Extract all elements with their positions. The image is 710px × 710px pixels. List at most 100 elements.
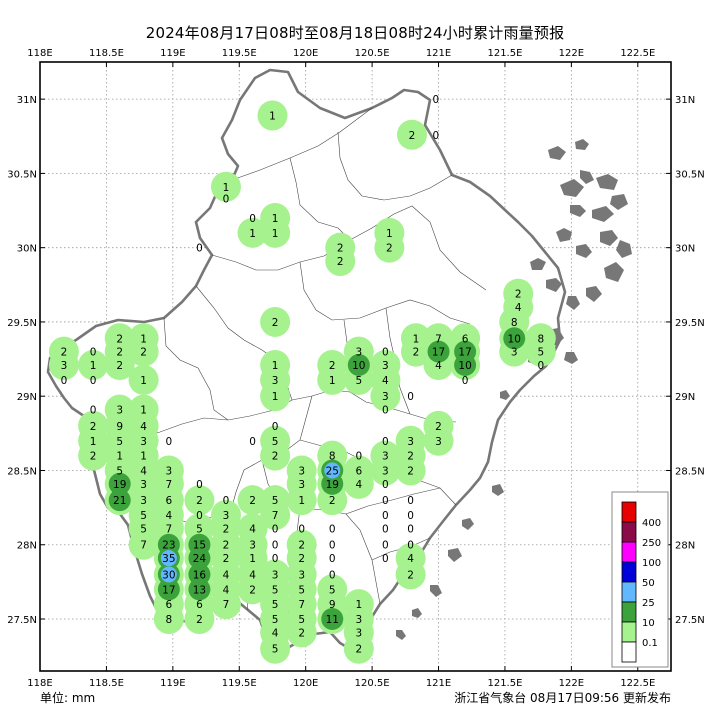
rain-value-label: 0 [90, 347, 97, 359]
map-frame [39, 61, 672, 672]
rain-value-label: 2 [329, 360, 336, 372]
rain-value-label: 2 [298, 553, 305, 565]
rain-area [427, 340, 450, 363]
rain-areas [48, 100, 556, 664]
lon-tick-label-bottom: 118.5E [89, 678, 124, 689]
legend: 400 250 100 50 25 10 0.1 [611, 491, 669, 668]
rain-area [374, 232, 405, 263]
rain-value-label: 6 [166, 495, 173, 507]
rain-value-label: 1 [140, 375, 147, 387]
rain-value-label: 5 [272, 495, 279, 507]
rain-area [325, 246, 356, 277]
rain-value-label: 1 [90, 436, 97, 448]
rain-value-label: 0 [223, 495, 230, 507]
rain-area [503, 327, 526, 350]
rain-value-label: 4 [166, 510, 173, 522]
rain-value-label: 5 [355, 375, 362, 387]
rain-area [260, 440, 291, 471]
rain-value-label: 3 [249, 540, 256, 552]
rain-value-label: 5 [537, 347, 544, 359]
rain-value-label: 30 [162, 569, 175, 581]
lat-tick-label-left: 30.5N [7, 169, 37, 180]
rain-value-label: 5 [196, 523, 203, 535]
legend-swatch [621, 621, 637, 643]
lon-tick-label-top: 121.5E [487, 48, 522, 59]
rain-value-label: 0 [329, 553, 336, 565]
rain-area [260, 217, 291, 248]
lat-tick-label-left: 29.5N [7, 318, 37, 329]
rain-value-label: 2 [116, 360, 123, 372]
rain-value-label: 11 [326, 614, 339, 626]
rain-value-label: 2 [298, 627, 305, 639]
unit-label: 单位: mm [40, 691, 96, 705]
rain-value-label: 0 [382, 405, 389, 417]
rain-value-label: 0 [329, 523, 336, 535]
rain-value-label: 4 [249, 569, 256, 581]
rain-value-label: 5 [272, 614, 279, 626]
axis-ticks: 118E 118E 118.5E 118.5E 119E 119E 119.5E 119.5E… [7, 48, 705, 689]
lat-tick-label-left: 28.5N [7, 466, 37, 477]
coastal-islands [396, 139, 632, 640]
rain-value-label: 1 [140, 405, 147, 417]
rain-value-label: 7 [140, 540, 147, 552]
rain-value-label: 6 [462, 333, 469, 345]
rain-value-label: 1 [386, 228, 393, 240]
rain-value-label: 1 [223, 182, 230, 194]
lon-tick-label-top: 118E [27, 48, 52, 59]
rain-value-label: 3 [355, 614, 362, 626]
rain-value-label: 3 [140, 479, 147, 491]
rain-value-label: 3 [140, 495, 147, 507]
rain-area [343, 633, 374, 664]
rain-value-label: 3 [355, 627, 362, 639]
rain-value-label: 2 [249, 495, 256, 507]
legend-swatch [621, 521, 637, 543]
rain-value-label: 0 [407, 510, 414, 522]
rain-value-label: 2 [413, 347, 420, 359]
rain-value-label: 2 [407, 569, 414, 581]
rain-value-label: 8 [166, 614, 173, 626]
rain-area [395, 425, 426, 456]
rain-value-label: 5 [116, 436, 123, 448]
rain-value-label: 0 [272, 540, 279, 552]
rain-area [128, 364, 159, 395]
rain-area [260, 633, 291, 664]
lon-tick-label-top: 119E [160, 48, 185, 59]
rain-value-label: 2 [435, 421, 442, 433]
rain-value-label: 19 [326, 479, 339, 491]
lat-tick-label-right: 29.5N [675, 318, 705, 329]
rain-value-label: 0 [382, 495, 389, 507]
rain-value-label: 2 [249, 584, 256, 596]
rain-value-label: 17 [458, 347, 471, 359]
rain-value-label: 2 [90, 421, 97, 433]
rain-value-label: 0 [166, 436, 173, 448]
lat-tick-label-left: 27.5N [7, 615, 37, 626]
legend-swatch [621, 581, 637, 603]
rain-value-label: 16 [193, 569, 207, 581]
rain-value-label: 0 [61, 375, 68, 387]
rain-value-label: 2 [407, 451, 414, 463]
rain-area [286, 617, 317, 648]
rain-area [153, 604, 184, 635]
rain-area [400, 336, 431, 367]
legend-label: 400 [642, 518, 661, 529]
lon-tick-label-top: 120E [293, 48, 318, 59]
rain-value-label: 8 [511, 317, 518, 329]
rain-value-label: 0 [298, 523, 305, 535]
rain-value-label: 10 [458, 360, 471, 372]
rain-value-label: 0 [382, 540, 389, 552]
rain-value-label: 3 [272, 375, 279, 387]
rain-area [78, 350, 109, 381]
rain-area [160, 566, 177, 583]
rain-value-label: 3 [116, 405, 123, 417]
rain-value-label: 3 [298, 569, 305, 581]
rain-value-label: 7 [435, 333, 442, 345]
rain-value-label: 0 [382, 347, 389, 359]
rain-value-label: 2 [140, 347, 147, 359]
legend-label: 100 [642, 558, 661, 569]
lat-tick-label-left: 30N [17, 244, 37, 255]
rain-area [184, 604, 215, 635]
rain-value-label: 2 [337, 256, 344, 268]
rain-value-label: 5 [329, 584, 336, 596]
rain-value-label: 7 [223, 599, 230, 611]
lat-tick-label-right: 30.5N [675, 169, 705, 180]
